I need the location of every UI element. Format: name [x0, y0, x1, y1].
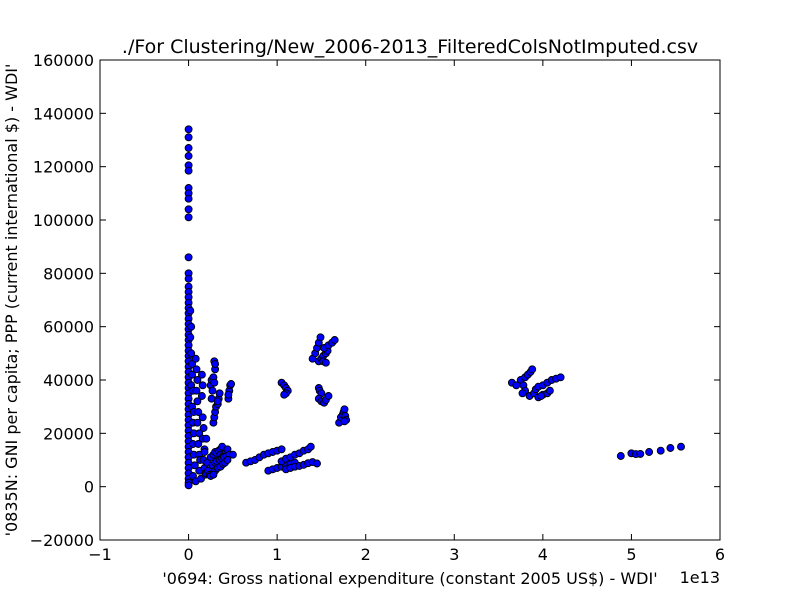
y-tick-label: 0: [84, 478, 94, 497]
x-tick-label: 0: [183, 545, 193, 564]
chart-title: ./For Clustering/New_2006-2013_FilteredC…: [122, 36, 698, 58]
data-point: [187, 322, 196, 331]
data-point: [277, 445, 286, 454]
data-point: [194, 408, 203, 416]
data-point: [209, 470, 218, 479]
data-point: [340, 417, 349, 426]
y-tick-label: 160000: [33, 51, 94, 70]
data-point: [211, 360, 220, 368]
data-point: [186, 306, 195, 315]
x-tick-label: 1: [272, 545, 282, 564]
data-point: [198, 413, 207, 422]
x-tick-label: 2: [361, 545, 371, 564]
data-point: [199, 424, 208, 432]
x-tick-label: 5: [626, 545, 636, 564]
x-tick-label: 3: [449, 545, 459, 564]
data-point: [213, 397, 222, 406]
data-point: [616, 452, 625, 460]
data-point: [324, 392, 333, 400]
data-point: [184, 144, 193, 152]
data-point: [208, 386, 217, 395]
data-point: [656, 446, 665, 455]
data-point: [200, 448, 209, 456]
x-tick-label: 6: [715, 545, 725, 564]
y-tick-label: 60000: [43, 318, 94, 337]
y-tick-label: 120000: [33, 158, 94, 177]
data-point: [197, 370, 206, 379]
data-point: [184, 253, 193, 262]
data-point: [280, 390, 289, 399]
data-point: [192, 386, 201, 395]
data-point: [202, 434, 211, 443]
data-point: [645, 448, 654, 456]
y-axis-label: '0835N: GNI per capita; PPP (current int…: [2, 64, 21, 537]
y-axis: −20000 0 20000 40000 60000 80000 100000 120000 1…: [30, 51, 720, 550]
data-point: [187, 349, 196, 358]
data-point: [528, 365, 537, 374]
data-point: [191, 354, 200, 363]
y-tick-label: −20000: [30, 531, 94, 550]
data-point: [330, 336, 339, 344]
data-point: [197, 392, 206, 400]
data-point: [190, 461, 199, 470]
data-point: [194, 440, 203, 448]
data-point: [184, 125, 193, 134]
data-point: [192, 365, 201, 374]
data-point: [184, 194, 193, 203]
data-point: [210, 378, 219, 387]
x-axis-offset-label: 1e13: [680, 568, 720, 587]
data-point: [306, 442, 315, 451]
data-point: [316, 333, 325, 342]
data-point: [184, 213, 193, 222]
y-tick-label: 140000: [33, 104, 94, 123]
data-point: [227, 380, 236, 388]
data-point: [228, 450, 237, 459]
y-tick-label: 40000: [43, 371, 94, 390]
data-point: [184, 133, 193, 142]
data-point: [636, 449, 645, 458]
data-point: [224, 390, 233, 399]
data-point: [193, 376, 202, 384]
data-point: [195, 429, 204, 438]
data-point: [193, 418, 202, 427]
x-tick-label: −1: [88, 545, 112, 564]
data-point: [223, 456, 232, 464]
data-point: [193, 397, 202, 406]
data-point: [186, 333, 195, 342]
x-axis-label: '0694: Gross national expenditure (const…: [162, 569, 657, 588]
y-tick-label: 100000: [33, 211, 94, 230]
x-axis: −1 0 1 2 3 4 5 6: [88, 60, 725, 564]
data-point: [677, 442, 685, 451]
plot-frame: [99, 59, 721, 541]
data-point: [321, 358, 330, 367]
points-layer: [184, 125, 685, 490]
data-point: [340, 405, 349, 414]
x-tick-label: 4: [538, 545, 548, 564]
data-point: [215, 389, 224, 398]
data-point: [184, 166, 193, 175]
data-point: [184, 152, 193, 160]
y-tick-label: 20000: [43, 424, 94, 443]
data-point: [313, 459, 321, 468]
data-point: [537, 392, 546, 400]
data-point: [184, 481, 193, 490]
data-point: [184, 274, 193, 283]
data-point: [184, 205, 193, 214]
data-point: [188, 370, 197, 379]
data-point: [666, 444, 675, 452]
y-tick-label: 80000: [43, 264, 94, 283]
data-point: [545, 386, 554, 395]
data-point: [556, 373, 565, 382]
data-point: [518, 389, 527, 398]
data-point: [188, 360, 197, 368]
data-point: [198, 381, 207, 390]
